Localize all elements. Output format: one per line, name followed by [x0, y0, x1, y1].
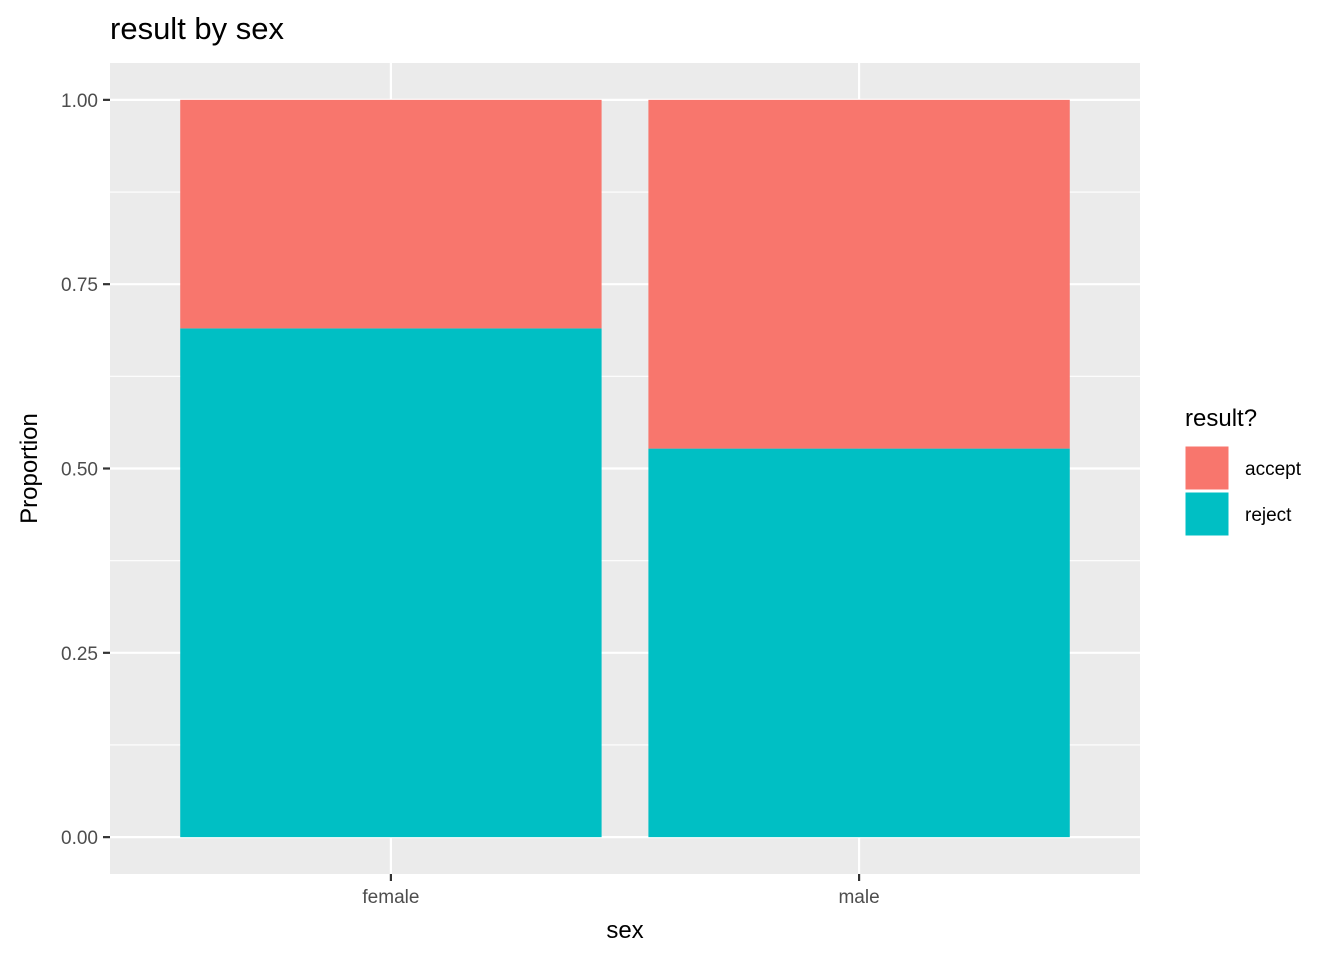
bar-reject-female — [180, 328, 602, 838]
legend-title: result? — [1185, 405, 1257, 432]
bar-reject-male — [648, 448, 1070, 838]
bar-accept-male — [648, 99, 1070, 449]
x-tick-label: male — [838, 887, 879, 908]
x-axis-title: sex — [606, 917, 643, 944]
x-tick-label: female — [362, 887, 419, 908]
y-tick-label: 1.00 — [61, 91, 98, 112]
legend-key-reject — [1184, 491, 1230, 537]
legend-key-accept — [1184, 445, 1230, 491]
legend-label-accept: accept — [1245, 459, 1302, 480]
y-tick-label: 0.25 — [61, 644, 98, 665]
y-tick-label: 0.50 — [61, 460, 98, 481]
bar-accept-female — [180, 99, 602, 329]
chart-title: result by sex — [110, 11, 285, 46]
y-tick-label: 0.00 — [61, 828, 98, 849]
legend-label-reject: reject — [1245, 505, 1292, 526]
y-axis-title: Proportion — [16, 413, 43, 524]
y-tick-label: 0.75 — [61, 275, 98, 296]
